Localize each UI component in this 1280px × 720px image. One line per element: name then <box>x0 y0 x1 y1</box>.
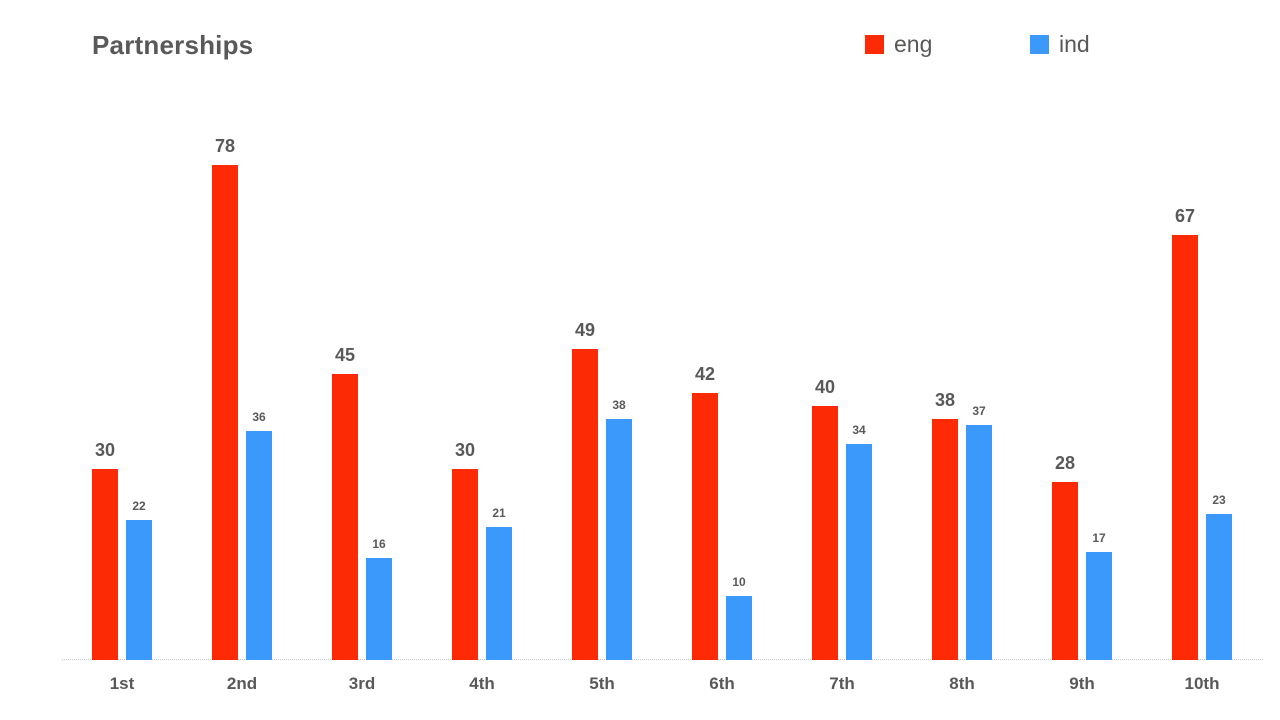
ind-value-label: 22 <box>132 499 146 513</box>
bar-group: 45 16 3rd <box>332 0 392 693</box>
eng-bar[interactable] <box>572 349 598 660</box>
x-axis-label: 9th <box>1069 674 1095 693</box>
ind-value-label: 34 <box>852 423 866 437</box>
eng-value-label: 28 <box>1054 453 1076 473</box>
eng-bar[interactable] <box>1172 235 1198 660</box>
bar-group: 40 34 7th <box>812 0 872 693</box>
ind-bar[interactable] <box>1086 552 1112 660</box>
legend-item-ind[interactable]: ind <box>1030 31 1090 58</box>
ind-bar[interactable] <box>486 527 512 660</box>
eng-legend-swatch-icon <box>865 35 884 54</box>
eng-value-label: 78 <box>214 136 236 156</box>
bar-group: 30 21 4th <box>452 0 512 693</box>
eng-value-label: 30 <box>94 440 116 460</box>
bar-group: 28 17 9th <box>1052 0 1112 693</box>
ind-value-label: 10 <box>732 575 746 589</box>
ind-bar[interactable] <box>246 431 272 660</box>
eng-bar[interactable] <box>92 469 118 660</box>
bar-group: 30 22 1st <box>92 0 152 693</box>
bar-group: 42 10 6th <box>692 0 752 693</box>
ind-value-label: 38 <box>612 398 626 412</box>
x-axis-label: 1st <box>109 674 135 693</box>
eng-bar[interactable] <box>932 419 958 660</box>
ind-bar[interactable] <box>846 444 872 660</box>
ind-value-label: 16 <box>372 537 386 551</box>
ind-bar[interactable] <box>1206 514 1232 660</box>
eng-bar[interactable] <box>692 393 718 660</box>
bar-group: 49 38 5th <box>572 0 632 693</box>
ind-bar[interactable] <box>606 419 632 660</box>
eng-value-label: 40 <box>814 377 836 397</box>
eng-bar[interactable] <box>212 165 238 660</box>
x-axis-label: 2nd <box>226 674 258 693</box>
eng-bar[interactable] <box>452 469 478 660</box>
ind-bar[interactable] <box>366 558 392 660</box>
x-axis-line <box>62 659 1263 660</box>
x-axis-label: 6th <box>709 674 735 693</box>
ind-value-label: 37 <box>972 404 986 418</box>
ind-value-label: 21 <box>492 506 506 520</box>
ind-value-label: 36 <box>252 410 266 424</box>
bar-group: 67 23 10th <box>1172 0 1232 693</box>
eng-value-label: 49 <box>574 320 596 340</box>
x-axis-label: 3rd <box>348 674 376 693</box>
eng-bar[interactable] <box>332 374 358 660</box>
eng-value-label: 30 <box>454 440 476 460</box>
x-axis-label: 5th <box>589 674 615 693</box>
bar-group: 78 36 2nd <box>212 0 272 693</box>
legend-label-ind: ind <box>1059 31 1090 57</box>
eng-bar[interactable] <box>1052 482 1078 660</box>
eng-value-label: 38 <box>934 390 956 410</box>
x-axis-label: 10th <box>1184 674 1220 693</box>
ind-legend-swatch-icon <box>1030 35 1049 54</box>
chart-title: Partnerships <box>92 30 254 60</box>
ind-bar[interactable] <box>726 596 752 660</box>
x-axis-label: 7th <box>829 674 855 693</box>
eng-bar[interactable] <box>812 406 838 660</box>
ind-bar[interactable] <box>966 425 992 660</box>
ind-bar[interactable] <box>126 520 152 660</box>
x-axis-label: 4th <box>469 674 495 693</box>
eng-value-label: 42 <box>694 364 716 384</box>
eng-value-label: 67 <box>1174 206 1196 226</box>
x-axis-label: 8th <box>949 674 975 693</box>
ind-value-label: 17 <box>1092 531 1106 545</box>
eng-value-label: 45 <box>334 345 356 365</box>
legend-label-eng: eng <box>894 31 933 57</box>
legend-item-eng[interactable]: eng <box>865 31 932 58</box>
ind-value-label: 23 <box>1212 493 1226 507</box>
bar-group: 38 37 8th <box>932 0 992 693</box>
